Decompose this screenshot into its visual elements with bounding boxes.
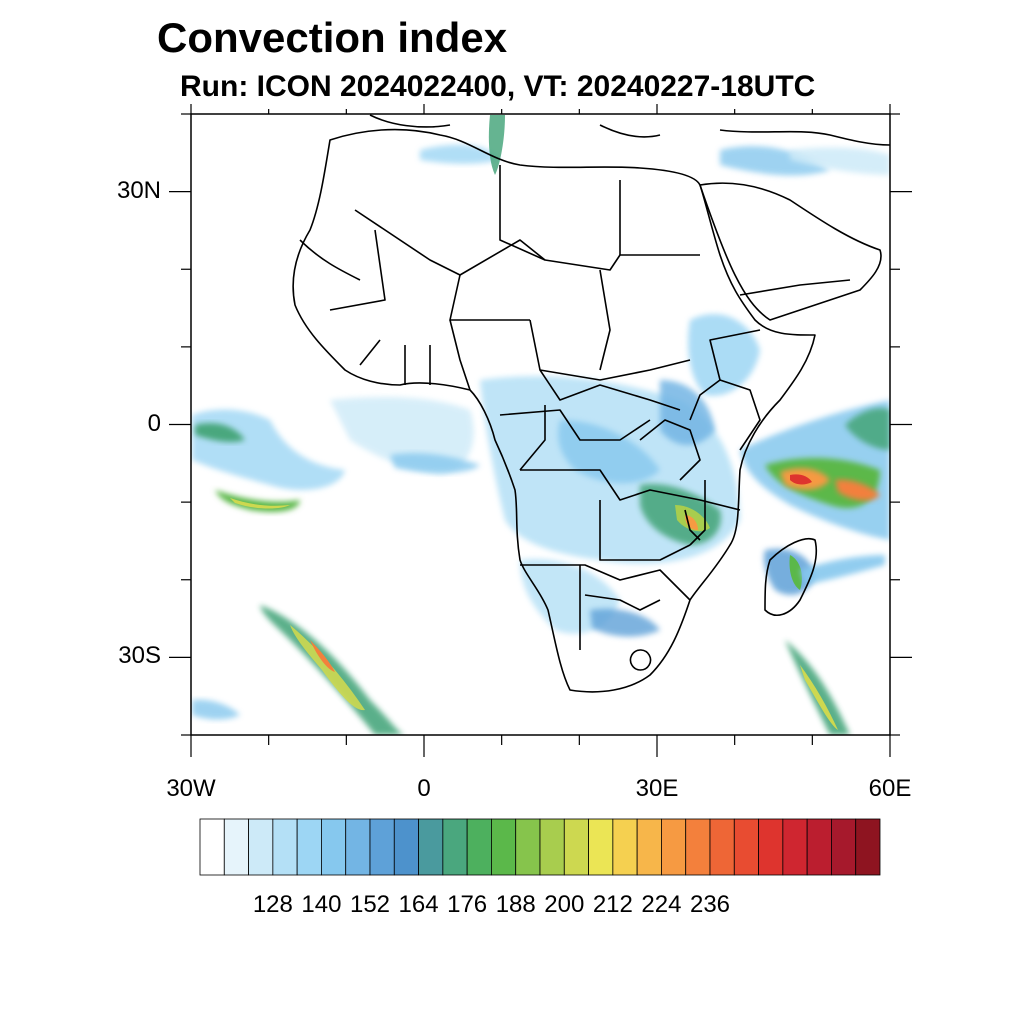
- lon-label: 60E: [868, 775, 912, 802]
- lat-label: 30S: [118, 642, 161, 670]
- colorbar-swatch: [418, 818, 444, 876]
- colorbar-label: 236: [690, 891, 730, 918]
- colorbar-swatch: [321, 818, 347, 876]
- colorbar-label: 200: [544, 891, 584, 918]
- region-atlantic-band-south: [215, 490, 300, 512]
- axis-ticks: [169, 104, 912, 757]
- region-madagascar-band: [763, 548, 815, 595]
- lon-label: 30E: [635, 775, 679, 802]
- colorbar-swatch: [442, 818, 468, 876]
- colorbar-swatch: [491, 818, 517, 876]
- colorbar-swatch: [709, 818, 735, 876]
- region-atlantic-equatorial-band: [192, 409, 345, 490]
- colorbar-swatch: [369, 818, 395, 876]
- colorbar: 128 140 152 164 176 188 200 212 224 236: [199, 818, 881, 918]
- colorbar-swatch: [539, 818, 565, 876]
- colorbar-swatch: [563, 818, 589, 876]
- colorbar-swatch: [758, 818, 784, 876]
- colorbar-label: 164: [399, 891, 439, 918]
- colorbar-swatch: [296, 818, 322, 876]
- colorbar-swatch: [515, 818, 541, 876]
- colorbar-swatch: [223, 818, 249, 876]
- colorbar-swatch: [782, 818, 808, 876]
- colorbar-label: 224: [641, 891, 681, 918]
- lat-label: 30N: [116, 176, 161, 204]
- colorbar-swatch: [636, 818, 662, 876]
- colorbar-swatch: [588, 818, 614, 876]
- colorbar-swatch: [831, 818, 857, 876]
- colorbar-label: 152: [350, 891, 390, 918]
- colorbar-swatch: [685, 818, 711, 876]
- map-title: Convection index: [157, 14, 508, 61]
- region-southern-indian-front: [785, 640, 850, 735]
- colorbar-label: 140: [301, 891, 341, 918]
- convection-field: [192, 115, 890, 735]
- colorbar-swatch: [393, 818, 419, 876]
- colorbar-label: 128: [253, 891, 293, 918]
- colorbar-swatch: [345, 818, 371, 876]
- lon-label: 30W: [166, 775, 216, 802]
- colorbar-swatch: [272, 818, 298, 876]
- colorbar-swatch: [661, 818, 687, 876]
- colorbar-label: 212: [593, 891, 633, 918]
- lat-label: 0: [147, 409, 161, 437]
- colorbar-label: 176: [447, 891, 487, 918]
- colorbar-label: 188: [496, 891, 536, 918]
- map-subtitle: Run: ICON 2024022400, VT: 20240227-18UTC: [180, 70, 816, 103]
- coastline-borders: [292, 114, 890, 693]
- madagascar-outline: [764, 538, 818, 616]
- colorbar-swatch: [806, 818, 832, 876]
- colorbar-swatch: [612, 818, 638, 876]
- colorbar-swatch: [199, 818, 225, 876]
- colorbar-swatch: [855, 818, 881, 876]
- lon-label: 0: [417, 775, 431, 802]
- colorbar-swatch: [248, 818, 274, 876]
- colorbar-swatch: [733, 818, 759, 876]
- colorbar-swatch: [466, 818, 492, 876]
- africa-coastline: [292, 128, 816, 693]
